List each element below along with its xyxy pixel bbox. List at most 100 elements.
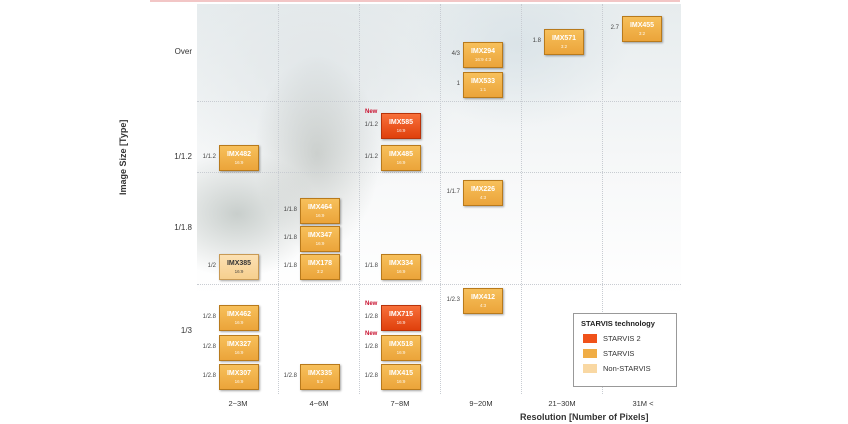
new-badge: New [365,301,378,307]
sensor-size-label: 1/1.8 [283,235,297,241]
sensor-aspect-ratio: 16:9 [315,241,325,246]
legend-label: STARVIS [603,349,635,358]
sensor-name: IMX485 [388,151,414,158]
x-tick-label: 31M < [632,399,654,408]
sensor-name: IMX385 [226,260,252,267]
sensor-box-imx415: IMX415 16:9 [381,364,421,390]
sensor-box-imx226: IMX226 4:3 [463,180,503,206]
legend-label: Non-STARVIS [603,364,651,373]
x-axis-title: Resolution [Number of Pixels] [520,412,649,422]
sensor-size-label: 1/1.2 [364,154,378,160]
sensor-aspect-ratio: 16:9 4:3 [474,57,492,62]
sensor-name: IMX571 [551,35,577,42]
sensor-name: IMX347 [307,232,333,239]
sensor-name: IMX482 [226,151,252,158]
sensor-aspect-ratio: 16:9 [396,160,406,165]
sensor-aspect-ratio: 16:9 [234,320,244,325]
sensor-size-label: 1/2 [207,263,216,269]
grid-line [197,172,681,173]
sensor-lineup-plot [197,4,681,394]
sensor-box-imx327: IMX327 16:9 [219,335,259,361]
sensor-size-label: 1/2.8 [202,344,216,350]
sensor-size-label: 1 [456,81,460,87]
sensor-size-label: 1/2.8 [364,344,378,350]
x-tick-label: 2~3M [228,399,248,408]
sensor-size-label: 2.7 [610,25,619,31]
sensor-size-label: 1/1.2 [202,154,216,160]
x-tick-label: 21~30M [548,399,576,408]
sensor-box-imx518: IMX518 16:9 [381,335,421,361]
y-tick-label: 1/1.2 [174,152,192,161]
sensor-box-imx462: IMX462 16:9 [219,305,259,331]
sensor-aspect-ratio: 16:9 [234,269,244,274]
grid-line [359,4,360,394]
x-tick-label: 7~8M [390,399,410,408]
sensor-size-label: 1/2.8 [283,373,297,379]
sensor-name: IMX585 [388,119,414,126]
legend-swatch [583,349,597,358]
sensor-size-label: 1/1.8 [283,263,297,269]
sensor-name: IMX412 [470,294,496,301]
new-badge: New [365,109,378,115]
sensor-box-imx385: IMX385 16:9 [219,254,259,280]
grid-line [521,4,522,394]
legend: STARVIS technology STARVIS 2 STARVIS Non… [573,313,677,387]
grid-line [278,4,279,394]
sensor-box-imx571: IMX571 3:2 [544,29,584,55]
sensor-aspect-ratio: 16:9 [234,379,244,384]
sensor-size-label: 1/2.8 [364,373,378,379]
sensor-aspect-ratio: 16:9 [396,350,406,355]
sensor-box-imx485: IMX485 16:9 [381,145,421,171]
sensor-name: IMX294 [470,48,496,55]
sensor-aspect-ratio: 4:3 [479,195,487,200]
sensor-box-imx412: IMX412 4:3 [463,288,503,314]
sensor-box-imx178: IMX178 3:2 [300,254,340,280]
sensor-size-label: 1/1.8 [283,207,297,213]
sensor-box-imx294: IMX294 16:9 4:3 [463,42,503,68]
sensor-aspect-ratio: 16:9 [396,269,406,274]
sensor-name: IMX462 [226,311,252,318]
sensor-name: IMX455 [629,22,655,29]
sensor-name: IMX518 [388,341,414,348]
sensor-aspect-ratio: 16:9 [315,213,325,218]
sensor-name: IMX415 [388,370,414,377]
sensor-size-label: 1.8 [532,38,541,44]
y-axis-title: Image Size [Type] [118,119,128,195]
sensor-box-imx585: IMX585 16:9 [381,113,421,139]
sensor-box-imx533: IMX533 1:1 [463,72,503,98]
top-divider [150,0,680,2]
sensor-box-imx334: IMX334 16:9 [381,254,421,280]
x-tick-label: 9~20M [469,399,493,408]
sensor-name: IMX533 [470,78,496,85]
sensor-aspect-ratio: 5:2 [316,379,324,384]
grid-line [197,284,681,285]
sensor-size-label: 1/1.8 [364,263,378,269]
sensor-aspect-ratio: 16:9 [234,350,244,355]
sensor-box-imx347: IMX347 16:9 [300,226,340,252]
sensor-aspect-ratio: 3:2 [316,269,324,274]
sensor-size-label: 1/1.2 [364,122,378,128]
sensor-aspect-ratio: 16:9 [396,320,406,325]
legend-swatch [583,364,597,373]
legend-swatch [583,334,597,343]
sensor-aspect-ratio: 4:3 [479,303,487,308]
grid-line [602,4,603,394]
sensor-aspect-ratio: 1:1 [479,87,487,92]
sensor-size-label: 1/2.8 [202,373,216,379]
sensor-name: IMX226 [470,186,496,193]
y-tick-label: Over [174,47,192,56]
sensor-name: IMX334 [388,260,414,267]
legend-label: STARVIS 2 [603,334,641,343]
sensor-size-label: 1/2.8 [364,314,378,320]
sensor-aspect-ratio: 16:9 [396,128,406,133]
sensor-box-imx455: IMX455 3:2 [622,16,662,42]
sensor-name: IMX178 [307,260,333,267]
grid-line [440,4,441,394]
legend-title: STARVIS technology [581,319,655,328]
sensor-size-label: 1/2.8 [202,314,216,320]
sensor-size-label: 4/3 [451,51,460,57]
sensor-name: IMX327 [226,341,252,348]
sensor-aspect-ratio: 16:9 [396,379,406,384]
new-badge: New [365,331,378,337]
y-tick-label: 1/3 [180,326,192,335]
